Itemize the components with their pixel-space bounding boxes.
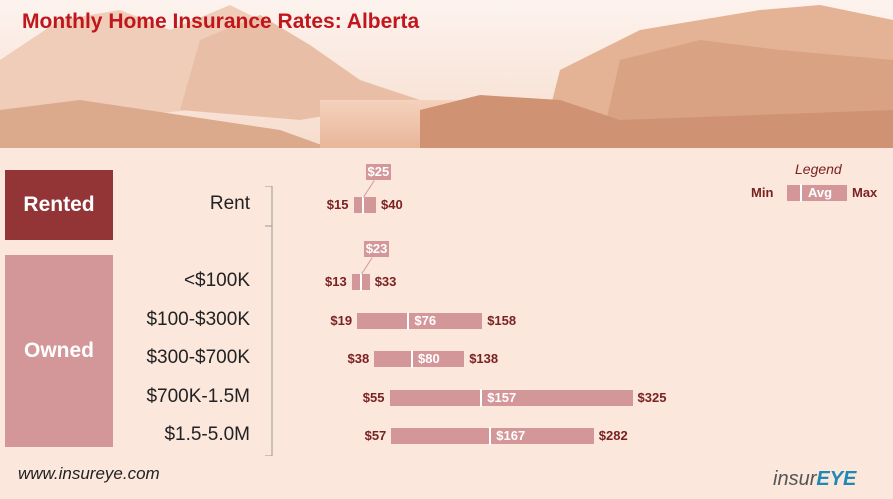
legend-avg-label: Avg xyxy=(808,185,833,200)
category-label: Rent xyxy=(209,193,250,214)
legend-min-label: Min xyxy=(751,185,774,200)
category-label: $700K-1.5M xyxy=(146,386,250,407)
avg-tick xyxy=(361,196,364,214)
min-label: $55 xyxy=(362,390,385,405)
max-label: $325 xyxy=(637,390,667,405)
avg-label: $157 xyxy=(487,390,517,405)
range-bar xyxy=(391,428,594,444)
category-label: $1.5-5.0M xyxy=(164,424,250,445)
max-label: $282 xyxy=(598,428,628,443)
avg-callout-line xyxy=(362,180,375,198)
insureye-logo: insurEYE xyxy=(773,468,856,491)
max-label: $33 xyxy=(374,274,397,289)
avg-callout-line xyxy=(360,257,373,275)
avg-tick xyxy=(489,427,492,445)
avg-tick xyxy=(359,273,362,291)
avg-tick xyxy=(411,350,413,368)
range-bar xyxy=(357,313,483,329)
range-bar xyxy=(389,390,633,406)
legend-max-label: Max xyxy=(852,185,878,200)
min-label: $57 xyxy=(364,428,387,443)
category-label: $300-$700K xyxy=(146,347,250,368)
legend-bar xyxy=(787,185,847,201)
range-bar xyxy=(353,197,376,213)
min-label: $15 xyxy=(326,197,349,212)
avg-tick xyxy=(480,389,483,407)
avg-label: $23 xyxy=(363,241,390,257)
category-label: $100-$300K xyxy=(146,309,250,330)
avg-label: $25 xyxy=(365,164,392,180)
avg-tick xyxy=(407,312,410,330)
range-bar xyxy=(374,351,465,367)
logo-text-eye: EYE xyxy=(816,468,857,490)
max-label: $40 xyxy=(381,197,403,212)
group-owned: Owned xyxy=(5,255,113,447)
min-label: $38 xyxy=(347,351,370,366)
category-axis xyxy=(265,186,273,456)
max-label: $158 xyxy=(487,313,517,328)
mountain-banner-image xyxy=(0,0,893,148)
min-label: $19 xyxy=(330,313,353,328)
legend-title: Legend xyxy=(795,161,842,177)
avg-label: $76 xyxy=(414,313,437,328)
category-label: <$100K xyxy=(183,270,250,291)
min-label: $13 xyxy=(324,274,347,289)
website-link[interactable]: www.insureye.com xyxy=(18,464,160,483)
avg-label: $80 xyxy=(418,351,440,366)
max-label: $138 xyxy=(469,351,499,366)
legend-avg-tick xyxy=(800,184,802,202)
logo-text-insur: insur xyxy=(773,468,817,490)
chart-title: Monthly Home Insurance Rates: Alberta xyxy=(22,10,420,33)
avg-label: $167 xyxy=(496,428,526,443)
group-rented: Rented xyxy=(5,170,113,240)
